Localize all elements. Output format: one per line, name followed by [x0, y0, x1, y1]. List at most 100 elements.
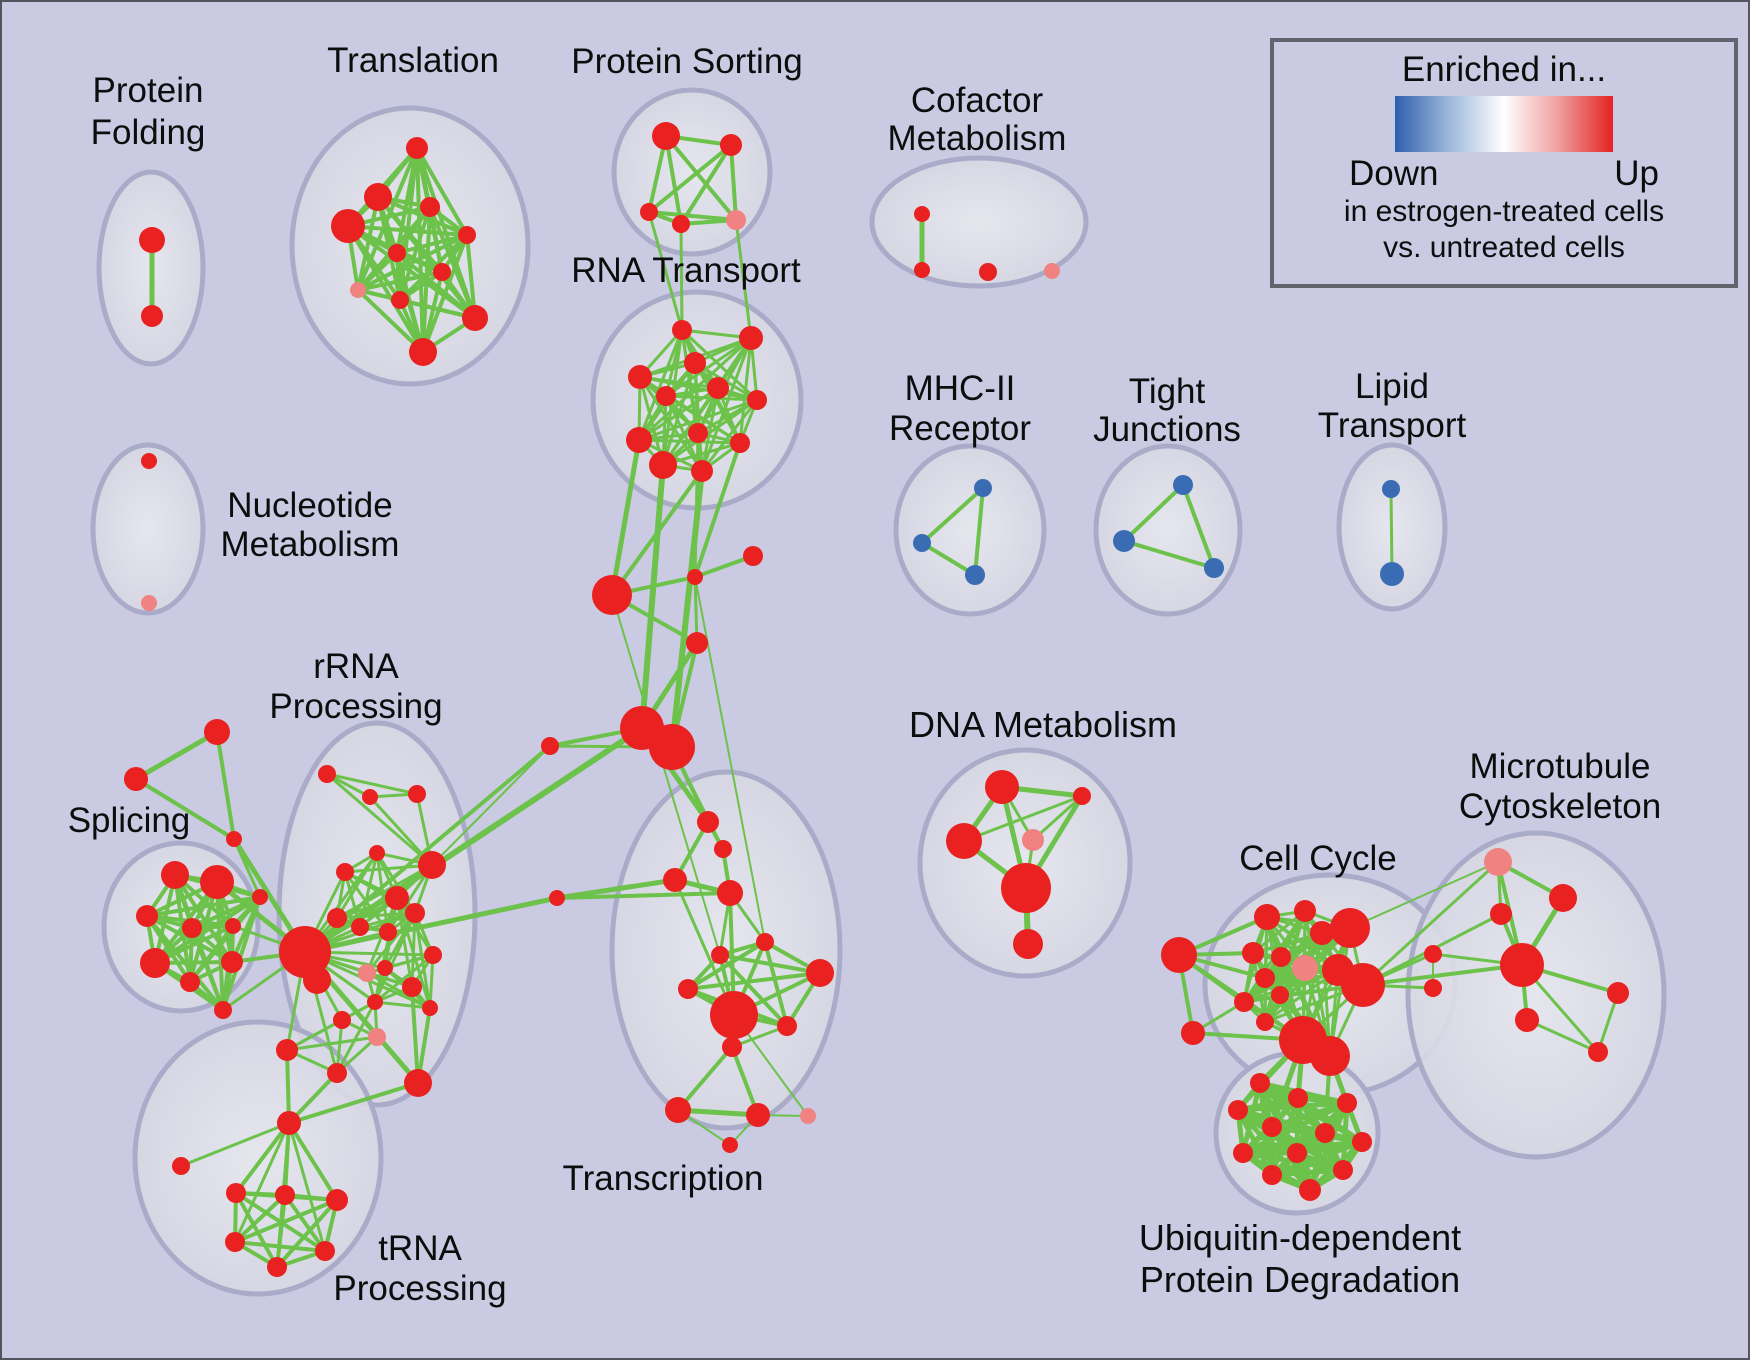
node-r9[interactable] — [351, 918, 369, 936]
edge-x1-x3[interactable] — [215, 730, 236, 841]
edge-rt9-h1[interactable] — [609, 437, 642, 598]
node-cc15[interactable] — [1256, 1013, 1274, 1031]
edge-d2-d3[interactable] — [962, 794, 1084, 843]
node-tn3[interactable] — [663, 868, 687, 892]
node-rt1[interactable] — [672, 320, 692, 340]
edge-ps1-ps4[interactable] — [664, 134, 683, 226]
node-cc11[interactable] — [1271, 986, 1289, 1004]
node-tn15[interactable] — [722, 1137, 738, 1153]
edge-rt10-c1[interactable] — [693, 441, 742, 579]
edge-rt7-rt9[interactable] — [637, 398, 759, 442]
edge-t6-t11[interactable] — [421, 233, 469, 354]
node-m8[interactable] — [1515, 1008, 1539, 1032]
node-u9[interactable] — [1287, 1143, 1307, 1163]
node-r4[interactable] — [336, 863, 354, 881]
node-s7[interactable] — [180, 972, 200, 992]
node-ps3[interactable] — [640, 203, 658, 221]
edge-r16-r17[interactable] — [373, 1000, 432, 1010]
node-pf2[interactable] — [141, 305, 163, 327]
node-r8[interactable] — [327, 908, 347, 928]
edge-m1-cc13[interactable] — [1361, 860, 1500, 987]
node-cc6[interactable] — [1242, 942, 1264, 964]
edge-m8-m9[interactable] — [1525, 1018, 1600, 1054]
node-ps1[interactable] — [652, 122, 680, 150]
node-cf3[interactable] — [979, 263, 997, 281]
edge-r12-r11[interactable] — [365, 911, 417, 975]
edge-tn5-tn7[interactable] — [686, 940, 767, 991]
node-d1[interactable] — [985, 770, 1019, 804]
node-tl[interactable] — [549, 890, 565, 906]
edge-s6-s10[interactable] — [153, 895, 262, 965]
node-rrhub[interactable] — [279, 926, 331, 978]
node-tj2[interactable] — [1113, 530, 1135, 552]
edge-t6-t9[interactable] — [398, 233, 469, 302]
node-cc8[interactable] — [1292, 955, 1318, 981]
node-cc3[interactable] — [1294, 900, 1316, 922]
edge-x2-x3[interactable] — [134, 777, 236, 841]
edge-rt7-rt11[interactable] — [661, 398, 759, 467]
node-s4[interactable] — [182, 918, 202, 938]
edge-rt2-rt10[interactable] — [738, 336, 753, 445]
edge-ps4-rt1[interactable] — [679, 222, 684, 332]
edge-rt1-rt9[interactable] — [637, 328, 684, 442]
node-cc5[interactable] — [1330, 908, 1370, 948]
edge-ps2-ps5[interactable] — [729, 143, 738, 222]
node-ps4[interactable] — [672, 215, 690, 233]
edge-t2-t8[interactable] — [356, 195, 380, 292]
edge-hx3-hx4[interactable] — [233, 1198, 339, 1244]
node-cc14[interactable] — [1181, 1021, 1205, 1045]
node-r7[interactable] — [385, 886, 409, 910]
edge-c1-c3[interactable] — [693, 575, 699, 645]
node-t7[interactable] — [433, 263, 451, 281]
node-rt12[interactable] — [691, 460, 713, 482]
edge-th0-hx4[interactable] — [233, 1121, 291, 1244]
node-d2[interactable] — [1073, 787, 1091, 805]
node-m6[interactable] — [1424, 979, 1442, 997]
node-rt8[interactable] — [688, 423, 708, 443]
node-r5[interactable] — [369, 845, 385, 861]
node-d6[interactable] — [1013, 929, 1043, 959]
node-tn1[interactable] — [697, 811, 719, 833]
edge-x1-x2[interactable] — [133, 729, 220, 782]
edge-mh1-mh2[interactable] — [920, 486, 985, 545]
edge-tn5-tn10[interactable] — [763, 940, 789, 1028]
node-tn11[interactable] — [722, 1037, 742, 1057]
edge-tj1-tj2[interactable] — [1122, 483, 1185, 543]
edge-ps3-ps5[interactable] — [647, 210, 738, 222]
node-m7[interactable] — [1607, 982, 1629, 1004]
edge-h1-tn6[interactable] — [611, 594, 721, 956]
node-r6[interactable] — [418, 851, 446, 879]
node-r22[interactable] — [404, 1069, 432, 1097]
node-tn9[interactable] — [710, 991, 758, 1039]
node-u7[interactable] — [1352, 1132, 1372, 1152]
edge-tn12-tn13[interactable] — [675, 1107, 761, 1118]
node-t10[interactable] — [462, 305, 488, 331]
edge-rrhub-h2[interactable] — [302, 725, 645, 955]
edge-r19-r20[interactable] — [285, 1035, 379, 1052]
edge-s1-s8[interactable] — [173, 873, 234, 964]
edge-hx3-hx6[interactable] — [275, 1198, 339, 1269]
node-rt2[interactable] — [739, 326, 763, 350]
edge-ps5-rt2[interactable] — [734, 218, 753, 340]
edge-cc3-cc6[interactable] — [1251, 909, 1307, 955]
node-mh1[interactable] — [974, 479, 992, 497]
node-nm1[interactable] — [141, 453, 157, 469]
edge-ps3-rt1[interactable] — [647, 210, 684, 332]
node-s8[interactable] — [221, 951, 243, 973]
edge-t4-t6[interactable] — [346, 224, 469, 237]
edge-s7-s10[interactable] — [188, 895, 262, 984]
edge-hx2-hx4[interactable] — [233, 1193, 287, 1244]
node-cf2[interactable] — [914, 262, 930, 278]
node-rt7[interactable] — [747, 390, 767, 410]
node-h1[interactable] — [592, 575, 632, 615]
edge-tj2-tj3[interactable] — [1122, 539, 1216, 570]
node-ps2[interactable] — [720, 134, 742, 156]
node-r20[interactable] — [276, 1039, 298, 1061]
node-tn13[interactable] — [746, 1103, 770, 1127]
node-lt2[interactable] — [1380, 562, 1404, 586]
node-r17[interactable] — [422, 1000, 438, 1016]
edge-tl-tn3[interactable] — [554, 877, 678, 901]
node-cf4[interactable] — [1044, 263, 1060, 279]
edge-rt7-rt12[interactable] — [700, 398, 759, 473]
node-u1[interactable] — [1250, 1073, 1270, 1093]
